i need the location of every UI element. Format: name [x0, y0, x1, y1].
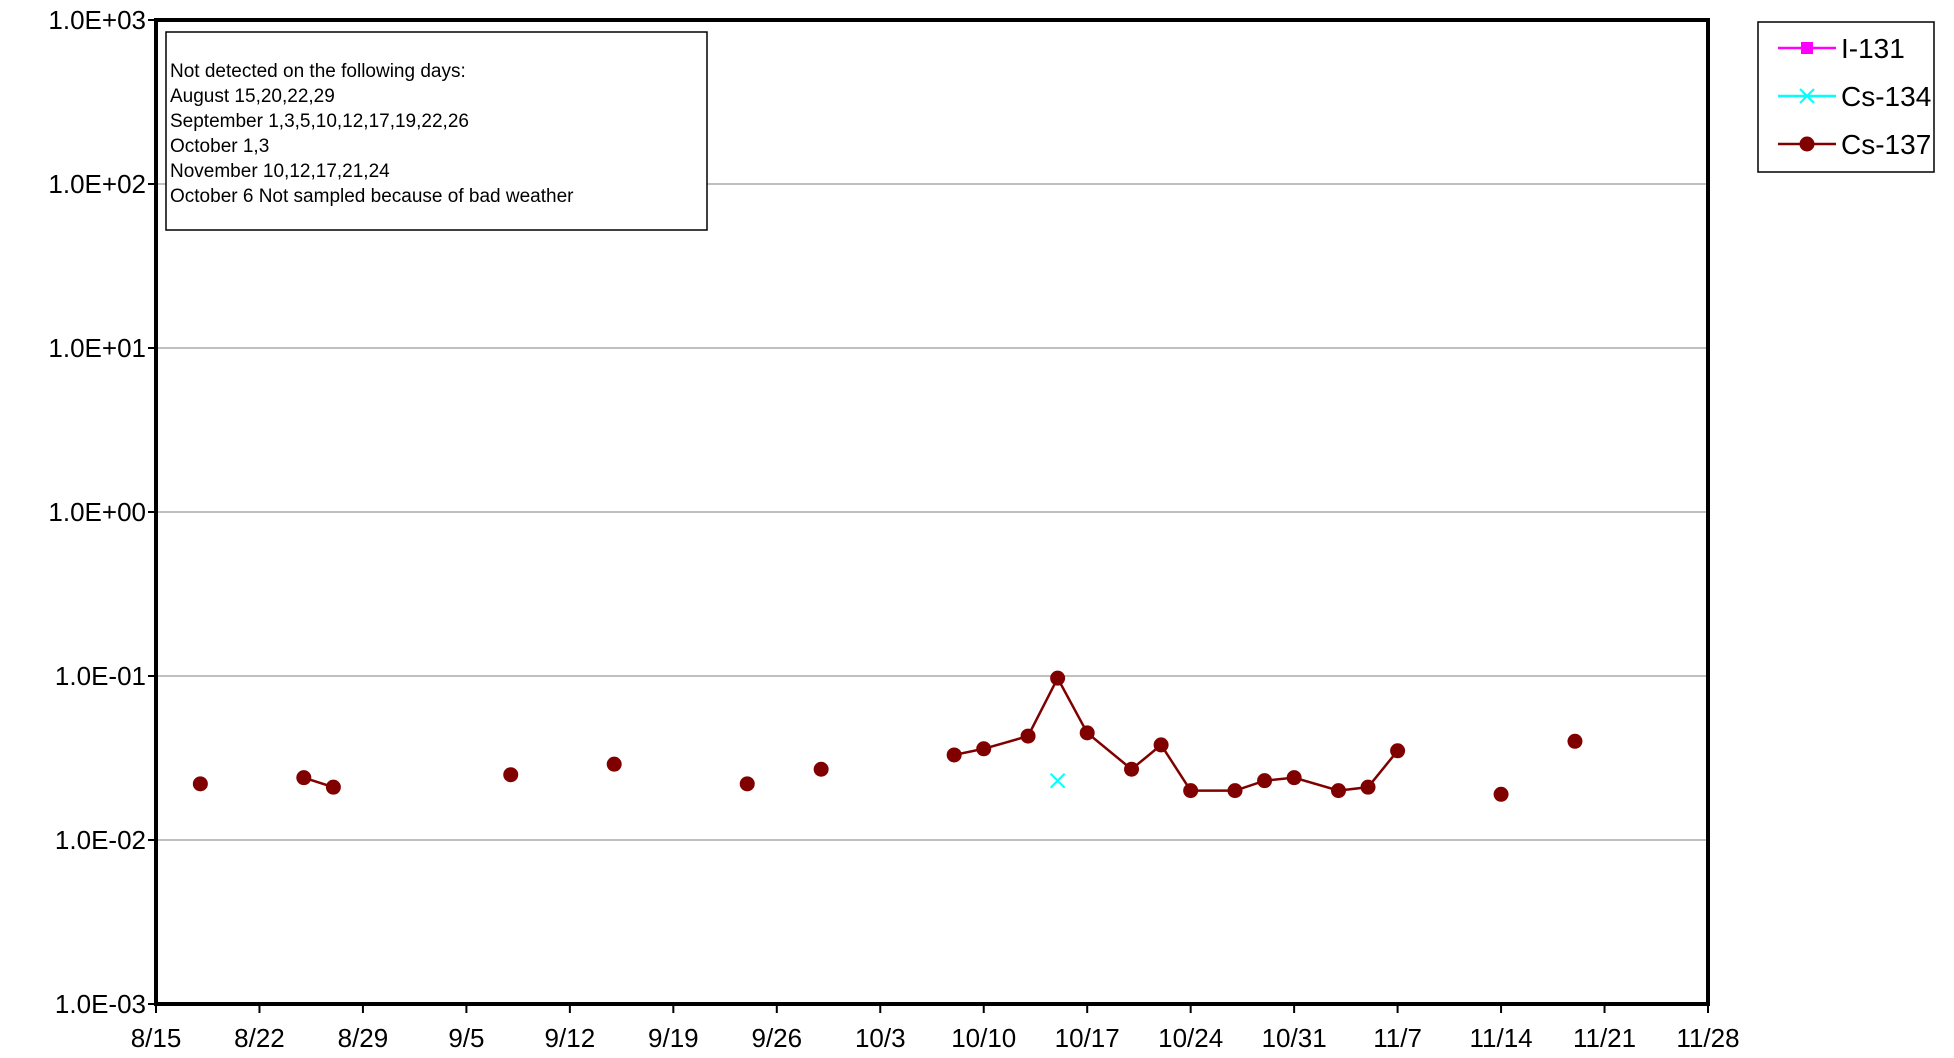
annotation-line: Not detected on the following days:	[170, 61, 466, 82]
legend-marker	[1801, 42, 1813, 54]
y-tick-label: 1.0E+01	[48, 333, 146, 363]
data-point	[1390, 743, 1406, 759]
data-point-stroke	[1049, 772, 1066, 789]
annotation-frame	[165, 31, 708, 231]
legend: I-131 Cs-134 Cs-137	[1757, 21, 1935, 173]
series-cs-137	[192, 670, 1583, 802]
data-point	[1050, 670, 1066, 686]
annotation-line: November 10,12,17,21,24	[170, 161, 390, 182]
data-point	[739, 776, 755, 792]
data-point	[192, 776, 208, 792]
x-tick-label: 8/29	[338, 1023, 389, 1053]
gridlines	[156, 183, 1708, 841]
data-point	[1567, 733, 1583, 749]
x-tick-label: 10/17	[1055, 1023, 1120, 1053]
data-point	[1330, 783, 1346, 799]
x-tick-label: 10/31	[1262, 1023, 1327, 1053]
data-point	[296, 770, 312, 786]
data-point	[946, 747, 962, 763]
y-tick-label: 1.0E-03	[55, 989, 146, 1019]
x-tick-label: 8/15	[131, 1023, 182, 1053]
annotation-line: September 1,3,5,10,12,17,19,22,26	[170, 111, 469, 132]
data-point	[606, 756, 622, 772]
y-tick-label: 1.0E+02	[48, 169, 146, 199]
data-point	[1493, 786, 1509, 802]
data-point	[503, 767, 519, 783]
x-tick-label: 9/5	[448, 1023, 484, 1053]
data-point	[813, 761, 829, 777]
data-point	[325, 779, 341, 795]
x-tick-label: 9/26	[751, 1023, 802, 1053]
data-point	[1049, 772, 1066, 789]
x-tick-label: 11/7	[1373, 1023, 1422, 1053]
series-cs-134	[1049, 772, 1066, 789]
data-point	[1183, 783, 1199, 799]
legend-marker-stroke	[1799, 88, 1815, 104]
data-point	[1153, 737, 1169, 753]
data-point	[976, 741, 992, 757]
data-point	[1124, 761, 1140, 777]
series	[192, 670, 1583, 802]
legend-marker	[1799, 88, 1815, 104]
y-tick-label: 1.0E+03	[48, 5, 146, 35]
axes: 1.0E-03 1.0E-02 1.0E-01 1.0E+00 1.0E+01 1.0E+…	[48, 5, 1739, 1053]
data-point	[1286, 770, 1302, 786]
data-point	[1079, 725, 1095, 741]
x-tick-label: 10/3	[855, 1023, 906, 1053]
x-tick-label: 9/12	[545, 1023, 596, 1053]
x-tick-label: 11/21	[1573, 1023, 1636, 1053]
legend-label: Cs-137	[1841, 129, 1931, 160]
legend-item-cs-134: Cs-134	[1778, 81, 1931, 112]
y-tick-label: 1.0E-02	[55, 825, 146, 855]
x-tick-label: 11/28	[1676, 1023, 1739, 1053]
annotation-line: October 1,3	[170, 136, 269, 157]
annotation-line: October 6 Not sampled because of bad wea…	[170, 186, 574, 207]
data-point	[1227, 783, 1243, 799]
y-tick-label: 1.0E-01	[55, 661, 146, 691]
plot-frame	[154, 18, 1710, 1006]
series-line	[953, 675, 1399, 792]
x-tick-label: 9/19	[648, 1023, 699, 1053]
legend-marker	[1799, 136, 1815, 152]
legend-label: Cs-134	[1841, 81, 1931, 112]
annotation-line: August 15,20,22,29	[170, 86, 335, 107]
x-tick-label: 11/14	[1469, 1023, 1532, 1053]
legend-item-i-131: I-131	[1778, 33, 1905, 64]
x-tick-label: 10/10	[951, 1023, 1016, 1053]
legend-label: I-131	[1841, 33, 1905, 64]
x-tick-label: 10/24	[1158, 1023, 1223, 1053]
data-point	[1360, 779, 1376, 795]
data-point	[1257, 773, 1273, 789]
annotation-box: Not detected on the following days: Augus…	[165, 31, 708, 231]
legend-item-cs-137: Cs-137	[1778, 129, 1931, 160]
y-tick-label: 1.0E+00	[48, 497, 146, 527]
data-point	[1020, 728, 1036, 744]
x-tick-label: 8/22	[234, 1023, 285, 1053]
